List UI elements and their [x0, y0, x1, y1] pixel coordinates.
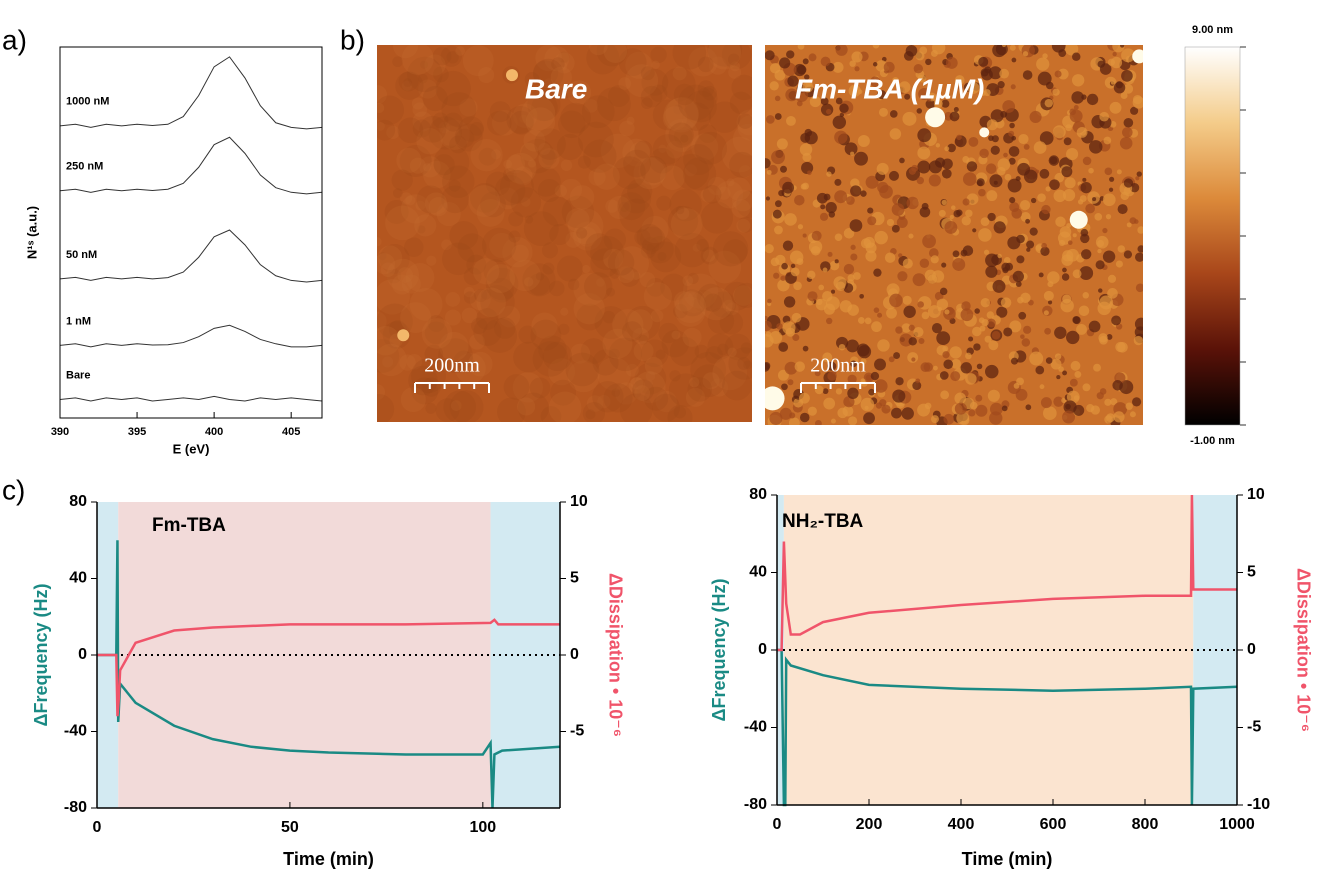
y2-tick-label: 10: [1247, 486, 1265, 503]
x-tick-label: 200: [856, 816, 883, 833]
image-bg: [377, 45, 752, 422]
data-line: [59, 229, 323, 283]
x-tick-label: 800: [1132, 816, 1159, 833]
afm-image: [765, 45, 1143, 425]
x-tick-label: 0: [773, 816, 782, 833]
series-label: Bare: [66, 369, 90, 381]
y-tick-label: 40: [69, 570, 87, 587]
plot-frame: [59, 46, 323, 419]
series-label: 250 nM: [66, 161, 103, 173]
y-axis-label: ΔFrequency (Hz): [31, 584, 51, 727]
x-tick-label: 1000: [1219, 816, 1255, 833]
afm-image: [377, 45, 752, 422]
y-tick-label: 40: [749, 564, 767, 581]
scale-bar-label: 200nm: [424, 355, 480, 377]
y-tick-label: -40: [744, 719, 767, 736]
x-tick-label: 400: [948, 816, 975, 833]
x-tick-label: 600: [1040, 816, 1067, 833]
x-axis-label: E (eV): [173, 441, 210, 456]
data-line: [59, 136, 323, 195]
y-axis-label: ΔFrequency (Hz): [709, 579, 729, 722]
y-axis-label: N¹ˢ (a.u.): [24, 206, 39, 259]
x-tick-label: 405: [282, 426, 300, 438]
y-tick-label: -40: [64, 723, 87, 740]
y-tick-label: 0: [758, 641, 767, 658]
colorbar-label: 9.00 nm: [1192, 24, 1233, 36]
series-label: 50 nM: [66, 249, 97, 261]
x-tick-label: 50: [281, 819, 299, 836]
data-line: [97, 618, 560, 717]
x-tick-label: 0: [93, 819, 102, 836]
x-tick-label: 100: [469, 819, 496, 836]
x-tick-label: 395: [128, 426, 146, 438]
y2-tick-label: -10: [1247, 796, 1270, 813]
y2-tick-label: 0: [1247, 641, 1256, 658]
y2-tick-label: 0: [570, 646, 579, 663]
y2-tick-label: -5: [570, 723, 584, 740]
y-tick-label: 80: [749, 486, 767, 503]
y2-tick-label: 5: [570, 570, 579, 587]
data-line: [777, 494, 1237, 652]
y2-axis-label: ΔDissipation • 10⁻⁶: [1293, 568, 1313, 732]
panel-label: b): [340, 24, 365, 55]
y2-axis-label: ΔDissipation • 10⁻⁶: [605, 573, 625, 737]
image-title: Bare: [525, 73, 587, 104]
data-line: [59, 395, 323, 402]
series-label: 1 nM: [66, 315, 91, 327]
panel-label: c): [2, 474, 25, 505]
y-tick-label: 80: [69, 493, 87, 510]
scale-bar-label: 200nm: [810, 355, 866, 377]
chart-title: NH₂-TBA: [782, 511, 864, 532]
data-line: [59, 324, 323, 348]
x-axis-label: Time (min): [962, 849, 1053, 869]
y-tick-label: 0: [78, 646, 87, 663]
x-axis-label: Time (min): [283, 849, 374, 869]
colorbar-label: -1.00 nm: [1190, 435, 1235, 447]
y-tick-label: -80: [744, 796, 767, 813]
y2-tick-label: 5: [1247, 564, 1256, 581]
image-title: Fm-TBA (1µM): [795, 73, 984, 104]
y-tick-label: -80: [64, 799, 87, 816]
panel-label: a): [2, 24, 27, 55]
colorbar: [1184, 46, 1241, 426]
data-line: [59, 56, 323, 130]
series-label: 1000 nM: [66, 96, 109, 108]
y2-tick-label: -5: [1247, 719, 1261, 736]
x-tick-label: 390: [51, 426, 69, 438]
y2-tick-label: 10: [570, 493, 588, 510]
chart-title: Fm-TBA: [152, 515, 226, 536]
x-tick-label: 400: [205, 426, 223, 438]
